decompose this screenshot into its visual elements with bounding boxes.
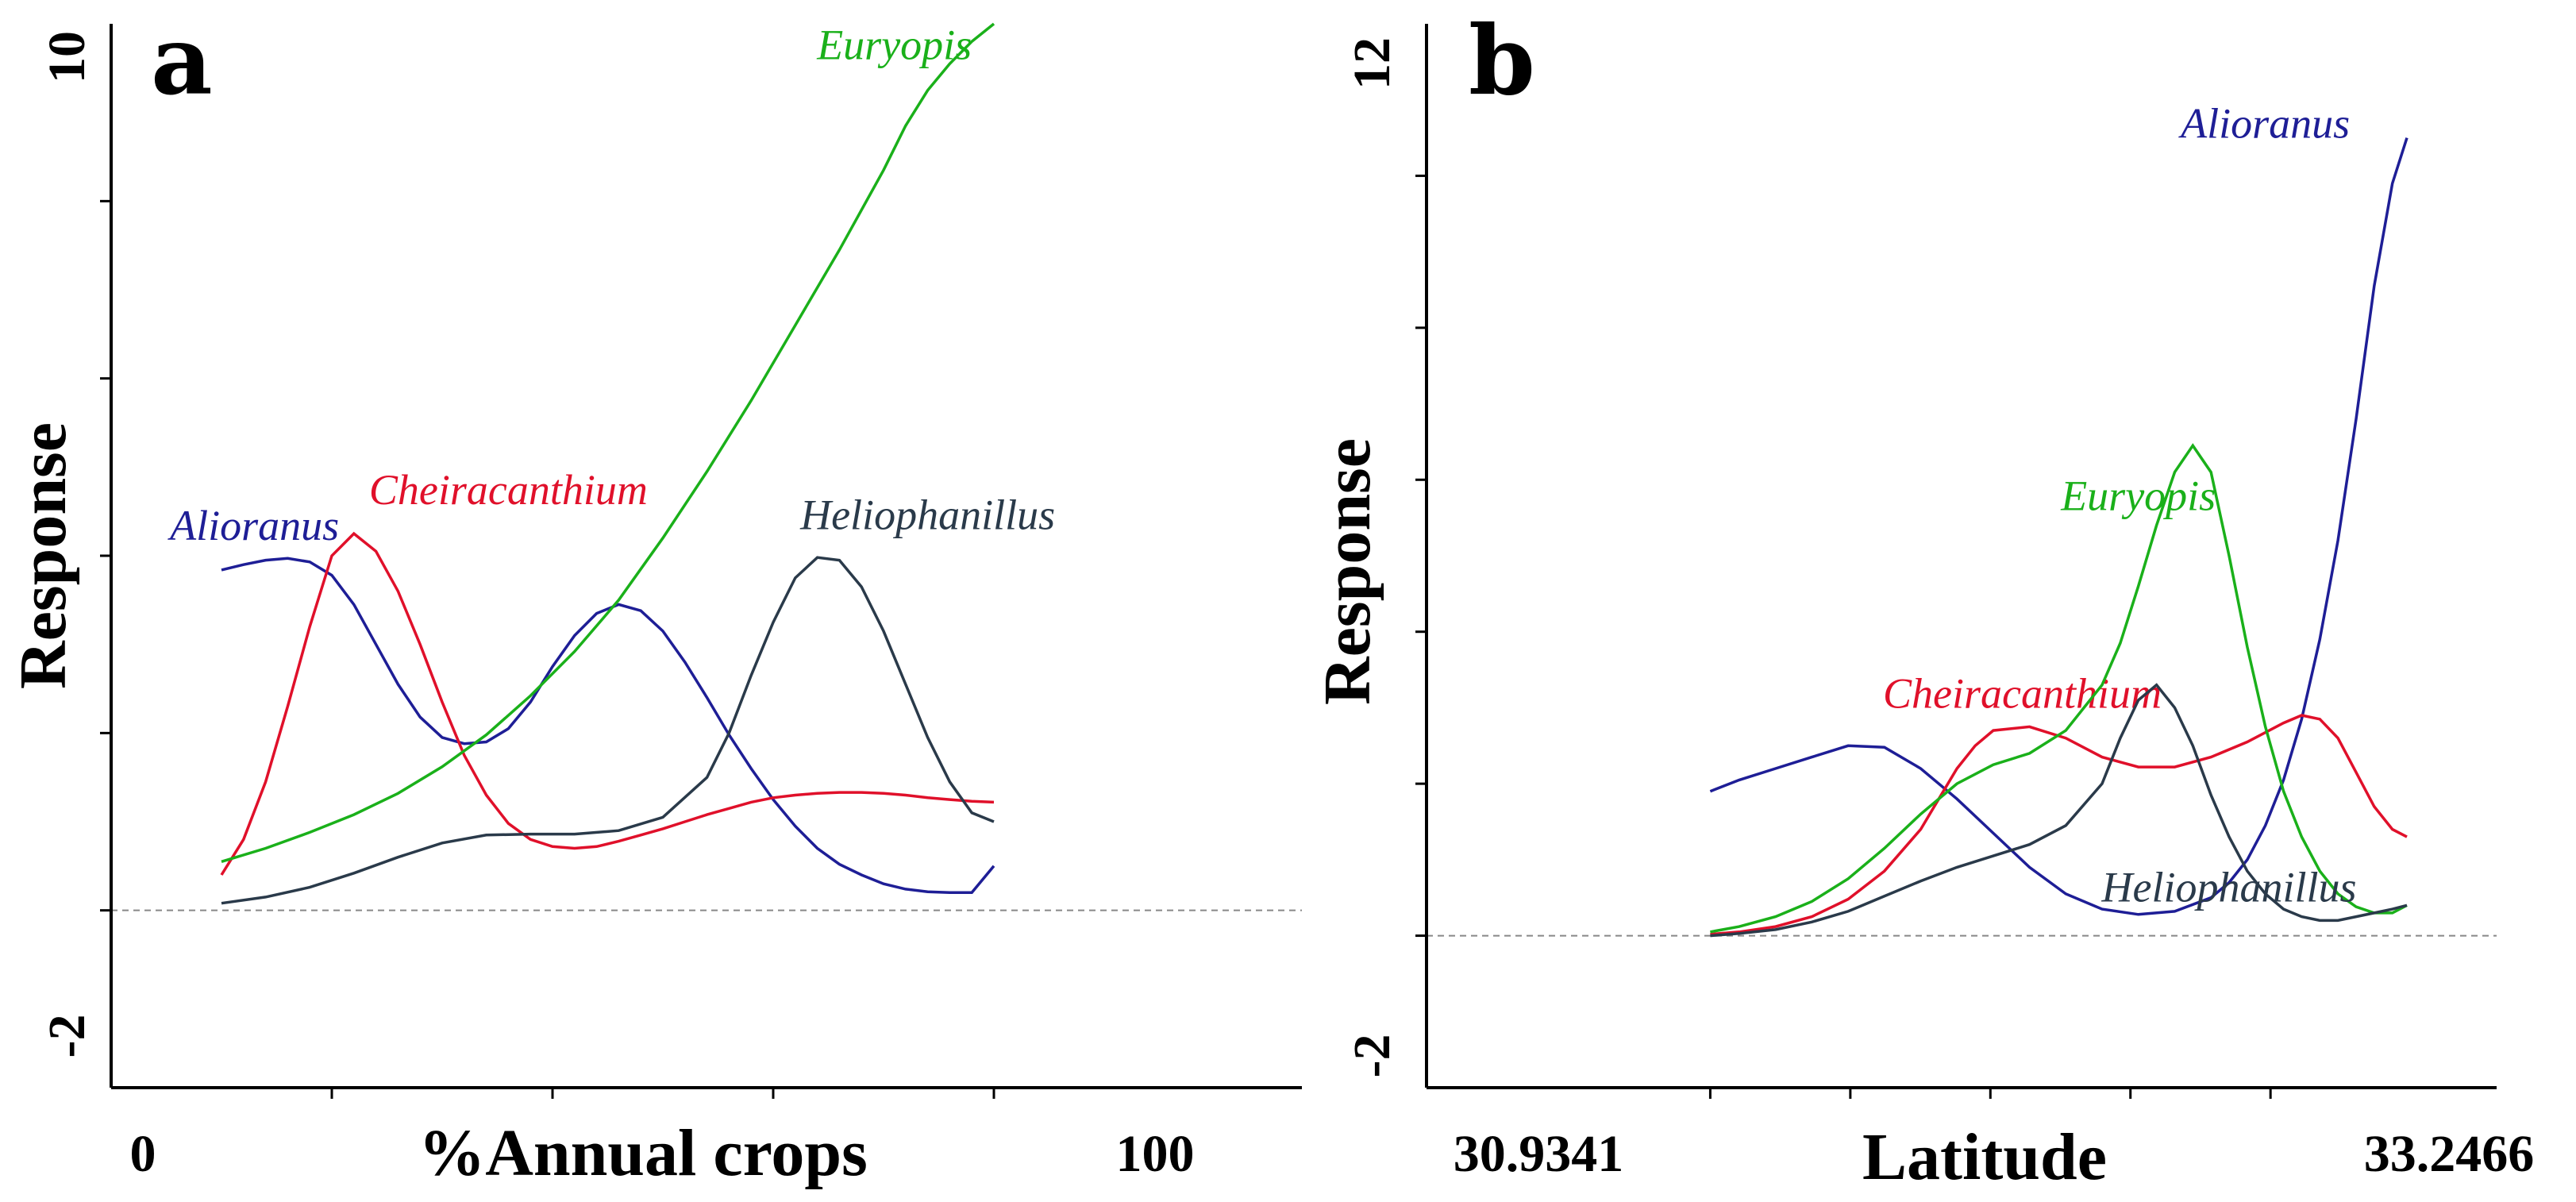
panel-a-x-tick-right: 100 (1116, 1125, 1195, 1183)
panel-a-label-cheiracanthium: Cheiracanthium (369, 466, 648, 514)
panel-a-y-axis-title: Response (6, 422, 80, 689)
panel-b-label-euryopis: Euryopis (2060, 472, 2216, 520)
panel-a-label-euryopis: Euryopis (816, 21, 972, 69)
panel-b: b Response 12 -2 30.9341 33.2466 Latitud… (1311, 5, 2534, 1194)
panel-a-x-axis-title: %Annual crops (418, 1116, 868, 1190)
panel-b-y-tick-top: 12 (1343, 37, 1401, 90)
panel-a-letter: a (151, 5, 213, 117)
panel-a-series-euryopis (221, 22, 995, 863)
panel-b-y-axis-title: Response (1311, 438, 1384, 705)
panel-a-series-cheiracanthium (220, 531, 995, 876)
panel-b-y-tick-bottom: -2 (1343, 1034, 1401, 1078)
panel-a-series-heliophanillus (221, 556, 995, 905)
panel-b-label-heliophanillus: Heliophanillus (2101, 864, 2357, 911)
panel-b-letter: b (1469, 5, 1535, 117)
panel-b-series-alioranus (1709, 137, 2409, 916)
panel-b-series-cheiracanthium (1710, 714, 2408, 936)
panel-a-y-tick-bottom: -2 (38, 1015, 96, 1058)
panel-a-x-tick-left: 0 (130, 1125, 156, 1183)
panel-a-plot-area: Alioranus Cheiracanthium Euryopis Heliophan… (100, 21, 1302, 1099)
panel-b-label-alioranus: Alioranus (2178, 100, 2350, 148)
panel-a: a Response 10 -2 0 100 %Annual crops Ali… (6, 5, 1302, 1190)
panel-b-x-tick-left: 30.9341 (1454, 1125, 1624, 1183)
panel-a-label-alioranus: Alioranus (167, 502, 339, 549)
panel-b-series-heliophanillus (1710, 683, 2408, 938)
panel-b-x-axis-title: Latitude (1862, 1120, 2107, 1194)
panel-a-label-heliophanillus: Heliophanillus (799, 491, 1055, 539)
panel-a-series-alioranus (221, 557, 995, 895)
panel-b-label-cheiracanthium: Cheiracanthium (1883, 669, 2162, 717)
panel-a-y-tick-top: 10 (38, 31, 96, 83)
panel-b-plot-area: Alioranus Cheiracanthium Euryopis Heliophan… (1415, 24, 2497, 1099)
panel-b-series-euryopis (1710, 443, 2408, 934)
panel-b-x-tick-right: 33.2466 (2364, 1125, 2535, 1183)
